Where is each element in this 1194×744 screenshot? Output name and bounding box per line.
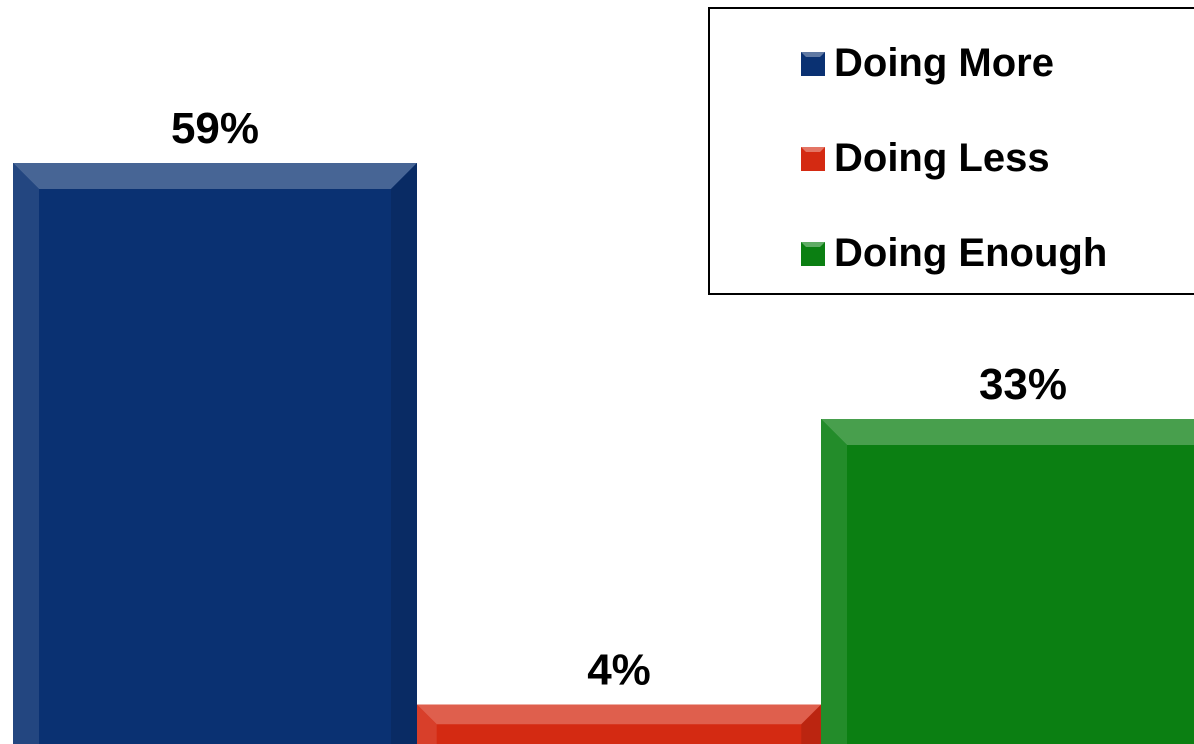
legend-label-doing-more: Doing More	[834, 41, 1054, 85]
bar-face	[13, 163, 417, 744]
bar-doing-enough	[821, 419, 1194, 744]
data-label-doing-less: 4%	[587, 646, 651, 695]
value-labels-group: 59% 4% 33%	[171, 104, 1067, 695]
legend-item-doing-enough: Doing Enough	[801, 231, 1107, 275]
bar-doing-more	[13, 163, 417, 744]
bar-bevel-top	[13, 163, 417, 189]
bar-bevel-top	[821, 419, 1194, 446]
bar-doing-less	[417, 704, 821, 744]
data-label-doing-more: 59%	[171, 104, 259, 153]
bar-face	[821, 419, 1194, 744]
bar-bevel-right	[801, 704, 821, 744]
legend-items: Doing More Doing Less Doing Enough	[801, 41, 1107, 275]
legend-box	[708, 7, 1194, 295]
legend-swatch-bevel	[801, 147, 825, 152]
bar-bevel-left	[417, 704, 437, 744]
legend-swatch-bevel	[801, 52, 825, 57]
bar-bevel-top	[417, 704, 821, 725]
legend-label-doing-enough: Doing Enough	[834, 231, 1107, 275]
legend-item-doing-more: Doing More	[801, 41, 1054, 85]
legend-label-doing-less: Doing Less	[834, 136, 1050, 180]
bar-bevel-left	[821, 419, 847, 744]
legend-item-doing-less: Doing Less	[801, 136, 1050, 180]
legend-swatch-bevel	[801, 242, 825, 247]
data-label-doing-enough: 33%	[979, 360, 1067, 409]
bars-group	[13, 163, 1194, 744]
bar-bevel-right	[391, 163, 417, 744]
legend: Doing More Doing Less Doing Enough	[708, 7, 1194, 295]
bar-bevel-left	[13, 163, 39, 744]
